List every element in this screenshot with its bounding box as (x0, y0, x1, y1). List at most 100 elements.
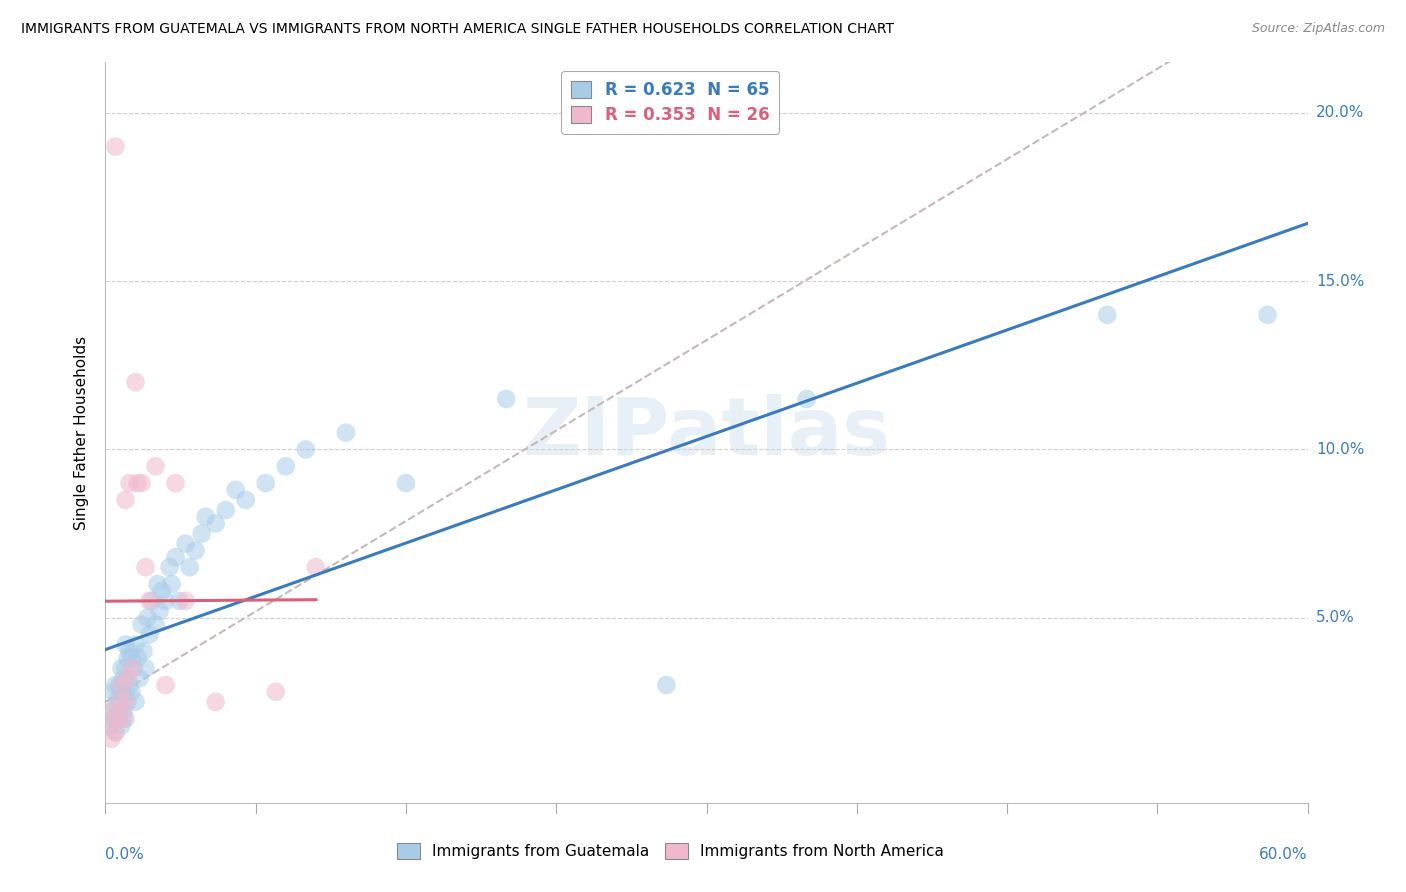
Point (104, 725, 127, 739)
Point (655, 678, 678, 692)
Point (107, 712, 129, 726)
Point (254, 476, 277, 491)
Point (235, 492, 257, 507)
Point (118, 476, 141, 491)
Point (124, 375, 146, 389)
Point (155, 678, 177, 692)
Point (117, 651, 139, 665)
Point (121, 685, 143, 699)
Point (103, 712, 125, 726)
Point (110, 661, 132, 675)
Point (108, 678, 131, 692)
Point (204, 516, 226, 531)
Point (132, 644, 155, 658)
Point (225, 483, 247, 497)
Point (121, 651, 143, 665)
Legend: Immigrants from Guatemala, Immigrants from North America: Immigrants from Guatemala, Immigrants fr… (391, 838, 950, 865)
Point (295, 442, 318, 457)
Y-axis label: Single Father Households: Single Father Households (75, 335, 90, 530)
Point (169, 594, 191, 608)
Point (155, 594, 177, 608)
Text: Source: ZipAtlas.com: Source: ZipAtlas.com (1251, 22, 1385, 36)
Text: 20.0%: 20.0% (1316, 105, 1364, 120)
Point (112, 671, 135, 685)
Point (165, 476, 187, 491)
Point (135, 661, 157, 675)
Point (104, 698, 127, 713)
Point (796, 392, 818, 406)
Point (114, 492, 136, 507)
Point (103, 705, 125, 719)
Point (159, 560, 181, 574)
Text: 0.0%: 0.0% (105, 847, 145, 862)
Point (122, 661, 145, 675)
Point (110, 718, 132, 732)
Point (190, 526, 212, 541)
Point (131, 476, 153, 491)
Point (135, 560, 157, 574)
Point (127, 651, 149, 665)
Point (98, 718, 121, 732)
Point (117, 695, 139, 709)
Point (174, 594, 197, 608)
Point (138, 627, 160, 641)
Point (179, 560, 201, 574)
Point (136, 611, 159, 625)
Point (395, 476, 418, 491)
Point (146, 577, 169, 591)
Point (148, 604, 170, 618)
Point (100, 705, 122, 719)
Point (121, 661, 143, 675)
Point (114, 638, 136, 652)
Point (274, 459, 297, 474)
Point (117, 671, 139, 685)
Point (98, 718, 121, 732)
Point (214, 503, 236, 517)
Point (165, 550, 187, 565)
Point (104, 678, 127, 692)
Point (174, 537, 197, 551)
Point (204, 695, 226, 709)
Point (128, 671, 150, 685)
Point (141, 594, 163, 608)
Point (145, 459, 167, 474)
Point (107, 712, 129, 726)
Point (108, 705, 131, 719)
Point (124, 638, 146, 652)
Point (107, 691, 129, 706)
Point (127, 476, 149, 491)
Point (1257, 308, 1279, 322)
Point (305, 560, 328, 574)
Point (114, 685, 136, 699)
Point (194, 509, 217, 524)
Point (110, 678, 132, 692)
Text: 10.0%: 10.0% (1316, 442, 1364, 457)
Point (104, 139, 127, 153)
Point (118, 678, 141, 692)
Point (1097, 308, 1119, 322)
Point (150, 583, 173, 598)
Text: 5.0%: 5.0% (1316, 610, 1354, 625)
Point (108, 695, 131, 709)
Point (114, 712, 136, 726)
Point (124, 695, 146, 709)
Text: 15.0%: 15.0% (1316, 274, 1364, 289)
Point (131, 617, 153, 632)
Point (138, 594, 160, 608)
Text: 60.0%: 60.0% (1260, 847, 1308, 862)
Point (114, 695, 136, 709)
Point (118, 644, 141, 658)
Text: IMMIGRANTS FROM GUATEMALA VS IMMIGRANTS FROM NORTH AMERICA SINGLE FATHER HOUSEHO: IMMIGRANTS FROM GUATEMALA VS IMMIGRANTS … (21, 22, 894, 37)
Text: ZIPatlas: ZIPatlas (523, 393, 890, 472)
Point (103, 685, 125, 699)
Point (160, 577, 183, 591)
Point (264, 685, 287, 699)
Point (145, 617, 167, 632)
Point (110, 685, 132, 699)
Point (335, 425, 357, 440)
Point (114, 661, 136, 675)
Point (495, 392, 517, 406)
Point (104, 725, 127, 739)
Point (184, 543, 207, 558)
Point (100, 731, 122, 746)
